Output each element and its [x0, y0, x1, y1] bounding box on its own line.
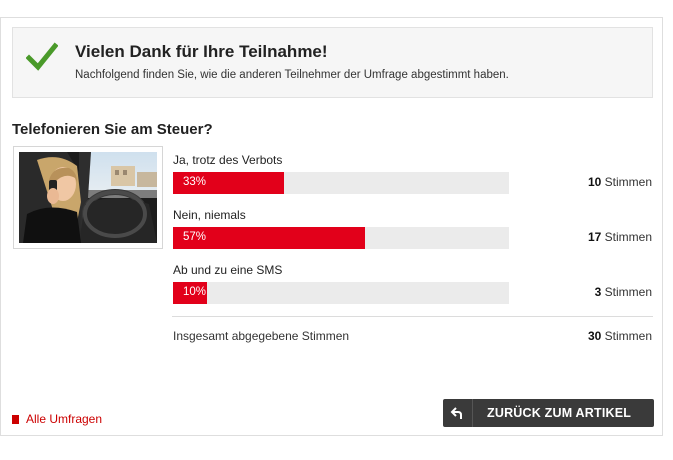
back-to-article-label: ZURÜCK ZUM ARTIKEL [487, 406, 632, 420]
poll-question: Telefonieren Sie am Steuer? [12, 121, 213, 138]
answer-label: Ja, trotz des Verbots [173, 153, 283, 167]
result-percent: 33% [183, 176, 207, 188]
vote-count: 17 Stimmen [588, 230, 652, 244]
vote-count: 3 Stimmen [595, 285, 652, 299]
vote-count-unit: Stimmen [604, 230, 652, 244]
result-bar: 33% [173, 172, 509, 194]
square-bullet-icon [12, 414, 19, 424]
vote-count-number: 10 [587, 175, 602, 189]
vote-count-number: 17 [587, 230, 602, 244]
vote-count-unit: Stimmen [604, 285, 652, 299]
poll-image [19, 152, 157, 243]
total-vote-unit: Stimmen [604, 329, 652, 343]
thank-you-box: Vielen Dank für Ihre Teilnahme! Nachfolg… [12, 27, 653, 98]
answer-label: Nein, niemals [173, 208, 246, 222]
total-vote-number: 30 [587, 329, 602, 343]
result-bar-fill [173, 227, 365, 249]
result-bar-fill [173, 282, 207, 304]
total-vote-count: 30 Stimmen [588, 329, 652, 343]
poll-answer: Nein, niemals 57% 17 Stimmen [172, 208, 654, 258]
thank-you-title: Vielen Dank für Ihre Teilnahme! [75, 42, 328, 61]
poll-answer: Ab und zu eine SMS 10% 3 Stimmen [172, 263, 654, 313]
back-arrow-icon [443, 399, 473, 427]
result-percent: 10% [183, 286, 207, 298]
result-percent: 57% [183, 231, 207, 243]
vote-count-number: 3 [594, 285, 602, 299]
poll-image-frame [13, 146, 163, 249]
all-polls-label: Alle Umfragen [26, 412, 103, 426]
result-bar: 10% [173, 282, 509, 304]
poll-result-card: Vielen Dank für Ihre Teilnahme! Nachfolg… [0, 17, 663, 436]
vote-count: 10 Stimmen [588, 175, 652, 189]
result-bar: 57% [173, 227, 509, 249]
thank-you-subtitle: Nachfolgend finden Sie, wie die anderen … [75, 69, 509, 81]
back-to-article-button[interactable]: ZURÜCK ZUM ARTIKEL [443, 399, 654, 427]
all-polls-link[interactable]: Alle Umfragen [12, 412, 102, 426]
total-divider [172, 316, 653, 317]
check-icon [26, 42, 58, 71]
result-bar-fill [173, 172, 284, 194]
vote-count-unit: Stimmen [604, 175, 652, 189]
poll-answer: Ja, trotz des Verbots 33% 10 Stimmen [172, 153, 654, 203]
answer-label: Ab und zu eine SMS [173, 263, 283, 277]
total-label: Insgesamt abgegebene Stimmen [173, 329, 350, 343]
